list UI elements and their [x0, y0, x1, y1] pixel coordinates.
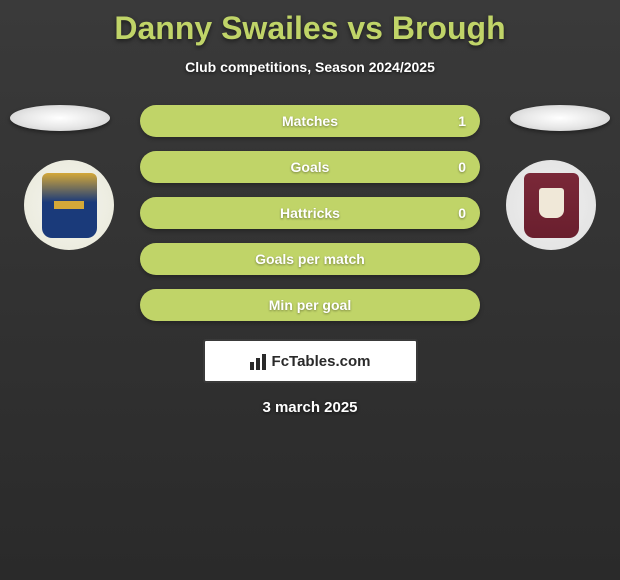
date-label: 3 march 2025 [0, 399, 620, 416]
stat-row-goals-per-match: Goals per match [140, 243, 480, 275]
club-crest-right [506, 160, 596, 250]
stat-row-hattricks: Hattricks 0 [140, 197, 480, 229]
crest-detail [54, 201, 84, 209]
subtitle: Club competitions, Season 2024/2025 [0, 59, 620, 75]
player-ellipse-left [10, 105, 110, 131]
stat-value: 0 [458, 205, 466, 221]
stat-label: Matches [282, 113, 338, 129]
stats-list: Matches 1 Goals 0 Hattricks 0 Goals per … [140, 105, 480, 321]
stat-label: Goals per match [255, 251, 365, 267]
comparison-widget: Danny Swailes vs Brough Club competition… [0, 0, 620, 416]
player-ellipse-right [510, 105, 610, 131]
stat-row-goals: Goals 0 [140, 151, 480, 183]
crest-shield-right [524, 173, 579, 238]
crest-detail [539, 188, 564, 218]
page-title: Danny Swailes vs Brough [0, 10, 620, 47]
branding-box[interactable]: FcTables.com [203, 339, 418, 383]
bars-icon [250, 352, 266, 370]
stat-row-min-per-goal: Min per goal [140, 289, 480, 321]
crest-shield-left [42, 173, 97, 238]
club-crest-left [24, 160, 114, 250]
branding-text: FcTables.com [272, 353, 371, 370]
stat-label: Hattricks [280, 205, 340, 221]
stat-row-matches: Matches 1 [140, 105, 480, 137]
stat-value: 0 [458, 159, 466, 175]
stat-value: 1 [458, 113, 466, 129]
stat-label: Min per goal [269, 297, 351, 313]
content-area: Matches 1 Goals 0 Hattricks 0 Goals per … [0, 105, 620, 321]
stat-label: Goals [291, 159, 330, 175]
